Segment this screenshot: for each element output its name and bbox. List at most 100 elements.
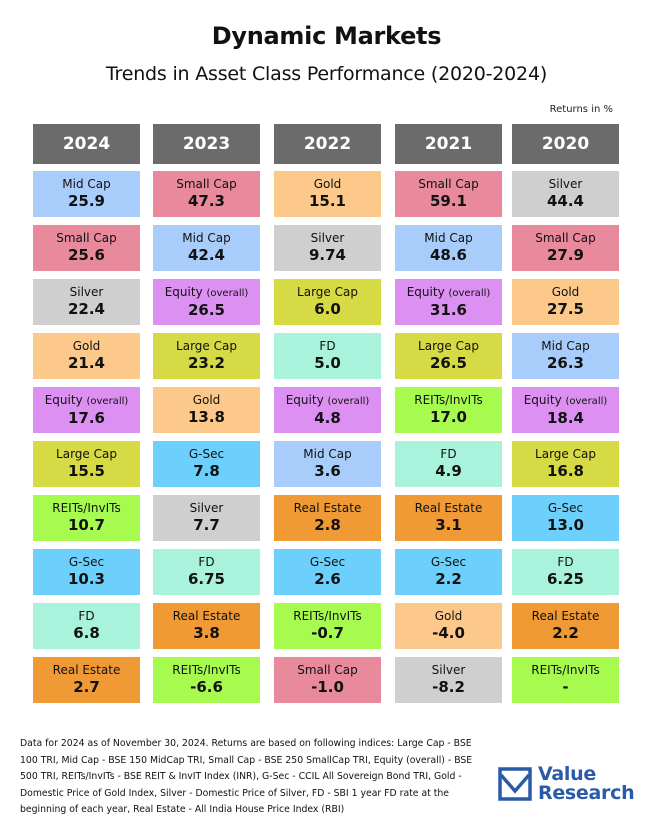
asset-name: Equity (overall) bbox=[164, 284, 249, 299]
return-value: 6.0 bbox=[314, 300, 341, 318]
asset-name: Large Cap bbox=[297, 285, 358, 299]
return-value: 3.6 bbox=[314, 462, 341, 480]
asset-cell: Real Estate 3.8 bbox=[153, 603, 260, 649]
asset-cell: Small Cap 47.3 bbox=[153, 171, 260, 217]
asset-cell: FD 5.0 bbox=[274, 333, 381, 379]
asset-cell: G-Sec 7.8 bbox=[153, 441, 260, 487]
asset-cell: Gold 27.5 bbox=[512, 279, 619, 325]
year-header: 2020 bbox=[512, 124, 619, 164]
asset-cell: Silver 9.74 bbox=[274, 225, 381, 271]
asset-name: Large Cap bbox=[56, 447, 117, 461]
asset-name: G-Sec bbox=[309, 555, 346, 569]
asset-name: REITs/InvITs bbox=[52, 501, 121, 515]
asset-cell: Large Cap 6.0 bbox=[274, 279, 381, 325]
chart-title: Dynamic Markets bbox=[211, 22, 442, 50]
value-research-logo: Value Research bbox=[498, 765, 635, 803]
return-value: 4.9 bbox=[435, 462, 462, 480]
asset-name: Small Cap bbox=[418, 177, 479, 191]
asset-cell: Small Cap 27.9 bbox=[512, 225, 619, 271]
return-value: 17.0 bbox=[429, 408, 467, 426]
asset-cell: Real Estate 2.7 bbox=[33, 657, 140, 703]
return-value: 48.6 bbox=[429, 246, 467, 264]
return-value: 42.4 bbox=[187, 246, 225, 264]
return-value: 10.3 bbox=[67, 570, 105, 588]
return-value: 47.3 bbox=[187, 192, 225, 210]
asset-cell: Silver -8.2 bbox=[395, 657, 502, 703]
year-header: 2021 bbox=[395, 124, 502, 164]
asset-cell: Small Cap 59.1 bbox=[395, 171, 502, 217]
asset-name: Mid Cap bbox=[182, 231, 231, 245]
asset-cell: Equity (overall) 31.6 bbox=[395, 279, 502, 325]
asset-name: Real Estate bbox=[172, 609, 241, 623]
asset-name: Mid Cap bbox=[541, 339, 590, 353]
asset-name: Large Cap bbox=[535, 447, 596, 461]
return-value: 9.74 bbox=[308, 246, 346, 264]
return-value: 27.5 bbox=[546, 300, 584, 318]
year-column-2024: 2024 Mid Cap 25.9 Small Cap 25.6 Silver 22.4 G… bbox=[33, 124, 140, 703]
asset-cell: G-Sec 10.3 bbox=[33, 549, 140, 595]
asset-name: REITs/InvITs bbox=[531, 663, 600, 677]
return-value: 2.2 bbox=[552, 624, 579, 642]
return-value: 2.2 bbox=[435, 570, 462, 588]
asset-name: Equity (overall) bbox=[285, 392, 370, 407]
asset-cell: FD 4.9 bbox=[395, 441, 502, 487]
asset-cell: Equity (overall) 4.8 bbox=[274, 387, 381, 433]
return-value: 2.7 bbox=[73, 678, 100, 696]
return-value: 6.25 bbox=[546, 570, 584, 588]
asset-name: Real Estate bbox=[414, 501, 483, 515]
year-column-2022: 2022 Gold 15.1 Silver 9.74 Large Cap 6.0 FD 5.0… bbox=[274, 124, 381, 703]
asset-name: Gold bbox=[551, 285, 580, 299]
return-value: 31.6 bbox=[429, 300, 467, 319]
return-value: 18.4 bbox=[546, 408, 584, 427]
asset-name: G-Sec bbox=[430, 555, 467, 569]
year-header: 2024 bbox=[33, 124, 140, 164]
asset-name: G-Sec bbox=[547, 501, 584, 515]
return-value: 15.1 bbox=[308, 192, 346, 210]
return-value: 44.4 bbox=[546, 192, 584, 210]
return-value: 5.0 bbox=[314, 354, 341, 372]
asset-name: Small Cap bbox=[297, 663, 358, 677]
asset-cell: Large Cap 16.8 bbox=[512, 441, 619, 487]
return-value: 15.5 bbox=[67, 462, 105, 480]
return-value: -0.7 bbox=[311, 624, 344, 642]
checkbox-logo-icon bbox=[498, 767, 532, 801]
asset-cell: Real Estate 2.8 bbox=[274, 495, 381, 541]
asset-cell: Gold 21.4 bbox=[33, 333, 140, 379]
asset-name: Equity (overall) bbox=[406, 284, 491, 299]
year-column-2020: 2020 Silver 44.4 Small Cap 27.9 Gold 27.5 Mid … bbox=[512, 124, 619, 703]
asset-cell: Real Estate 2.2 bbox=[512, 603, 619, 649]
asset-name: Gold bbox=[72, 339, 101, 353]
unit-note: Returns in % bbox=[549, 104, 613, 115]
logo-wordmark: Value Research bbox=[538, 765, 635, 803]
asset-cell: Gold 13.8 bbox=[153, 387, 260, 433]
asset-cell: Equity (overall) 17.6 bbox=[33, 387, 140, 433]
asset-name: Silver bbox=[548, 177, 583, 191]
asset-cell: FD 6.8 bbox=[33, 603, 140, 649]
return-value: 13.8 bbox=[187, 408, 225, 426]
asset-name: Silver bbox=[310, 231, 345, 245]
return-value: 26.5 bbox=[187, 300, 225, 319]
asset-cell: Gold 15.1 bbox=[274, 171, 381, 217]
asset-name: Equity (overall) bbox=[523, 392, 608, 407]
asset-name: Gold bbox=[192, 393, 221, 407]
asset-cell: Equity (overall) 18.4 bbox=[512, 387, 619, 433]
return-value: 2.8 bbox=[314, 516, 341, 534]
return-value: 17.6 bbox=[67, 408, 105, 427]
asset-cell: Small Cap -1.0 bbox=[274, 657, 381, 703]
asset-name: Real Estate bbox=[293, 501, 362, 515]
asset-name: Equity (overall) bbox=[44, 392, 129, 407]
asset-name: FD bbox=[78, 609, 95, 623]
asset-name: Mid Cap bbox=[303, 447, 352, 461]
asset-name: Silver bbox=[69, 285, 104, 299]
asset-cell: Gold -4.0 bbox=[395, 603, 502, 649]
return-value: 3.8 bbox=[193, 624, 220, 642]
asset-cell: Silver 7.7 bbox=[153, 495, 260, 541]
asset-cell: Large Cap 26.5 bbox=[395, 333, 502, 379]
asset-name: REITs/InvITs bbox=[293, 609, 362, 623]
chart-subtitle: Trends in Asset Class Performance (2020-… bbox=[105, 63, 548, 85]
asset-name: Large Cap bbox=[176, 339, 237, 353]
asset-cell: FD 6.25 bbox=[512, 549, 619, 595]
return-value: 4.8 bbox=[314, 408, 341, 427]
return-value: - bbox=[562, 678, 569, 696]
return-value: 6.75 bbox=[187, 570, 225, 588]
